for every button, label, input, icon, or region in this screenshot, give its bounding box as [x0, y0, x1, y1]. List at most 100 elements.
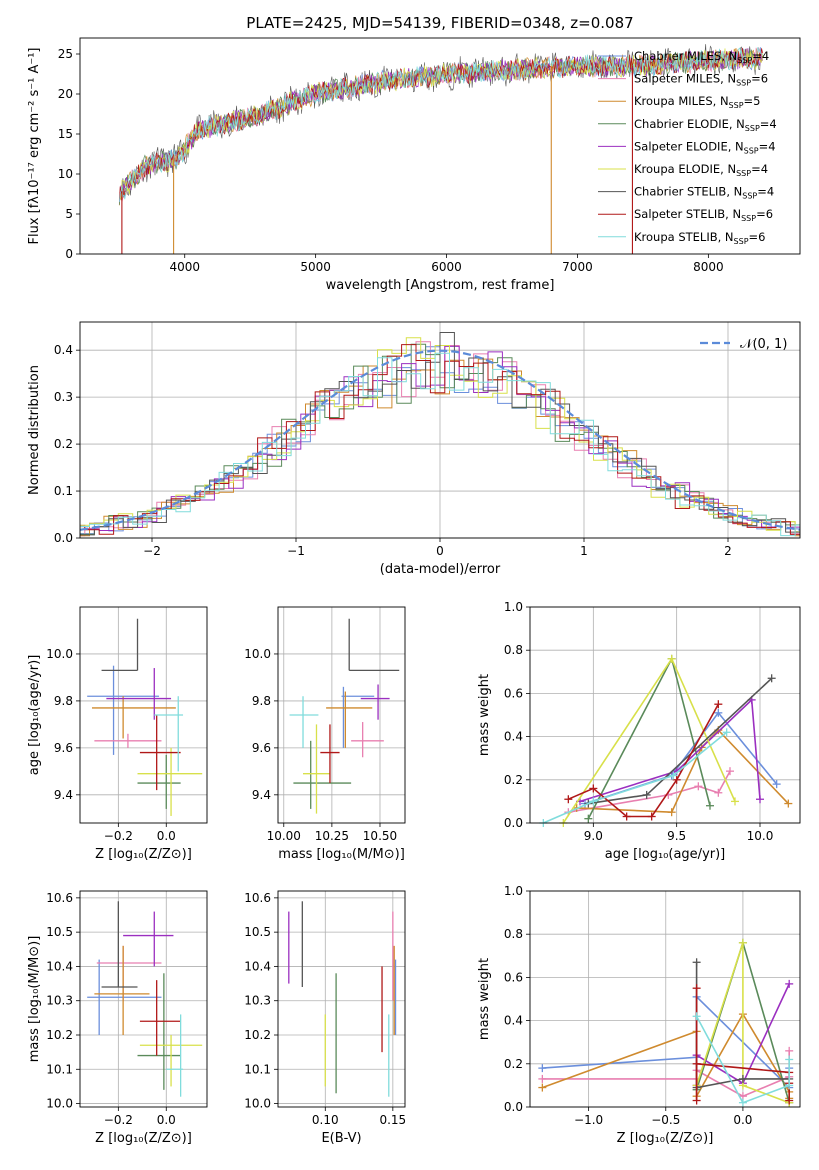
axes-frame	[529, 890, 801, 1108]
axes-frame	[79, 890, 208, 1108]
y-tick-label: 10.2	[46, 1028, 73, 1042]
y-tick-label: 10.4	[46, 959, 73, 973]
y-tick-label: 10.2	[244, 1028, 271, 1042]
axes-frame	[79, 321, 801, 539]
residual-histogram	[80, 332, 800, 537]
y-axis-label: mass weight	[477, 958, 492, 1040]
x-axis-label: age [log₁₀(age/yr)]	[605, 847, 726, 862]
mass-EBV-panel: 0.10 0.15 10.0 10.1 10.2 10.3 10.4 10.5 10.6 E(B-…	[244, 890, 406, 1146]
weight-line	[579, 698, 761, 803]
axes-frame	[79, 37, 801, 255]
y-tick-label: 0.2	[504, 1057, 523, 1071]
y-tick-label: 9.4	[252, 788, 271, 802]
residual-histogram	[80, 344, 800, 535]
weight-age-panel: 9.0 9.5 10.0 0.0 0.2 0.4 0.6 0.8 1.0 age [log₁₀(a…	[477, 600, 801, 862]
gaussian-curve	[79, 349, 801, 531]
x-axis-label: Z [log₁₀(Z/Z⊙)]	[95, 1131, 192, 1146]
figure-title: PLATE=2425, MJD=54139, FIBERID=0348, z=0…	[246, 14, 633, 32]
y-tick-label: 10.5	[244, 925, 271, 939]
weight-line	[588, 677, 773, 805]
y-tick-label: 10.6	[244, 891, 271, 905]
y-tick-label: 9.6	[54, 741, 73, 755]
x-tick-label: 4000	[169, 260, 200, 274]
y-axis-label: Normed distribution	[27, 365, 42, 495]
x-tick-label: 6000	[431, 260, 462, 274]
legend-entry: Kroupa ELODIE, NSSP=4	[634, 162, 768, 178]
x-axis-label: Z [log₁₀(Z/Z⊙)]	[617, 1131, 714, 1146]
x-tick-label: 0.10	[312, 1113, 339, 1127]
mass-Z-panel: −0.2 0.0 10.0 10.1 10.2 10.3 10.4 10.5 10.6 Z [lo…	[27, 890, 208, 1146]
weight-line	[584, 711, 778, 805]
x-tick-label: 0.0	[157, 829, 176, 843]
x-tick-label: 10.0	[747, 829, 774, 843]
age-mass-panel: 10.00 10.25 10.50 9.4 9.6 9.8 10.0 mass [log₁₀(…	[244, 606, 406, 862]
y-tick-label: 1.0	[504, 600, 523, 614]
x-tick-label: 7000	[562, 260, 593, 274]
x-tick-label: −0.2	[104, 1113, 133, 1127]
y-tick-label: 10.4	[244, 959, 271, 973]
x-tick-label: −1.0	[574, 1113, 603, 1127]
x-tick-label: 0.0	[733, 1113, 752, 1127]
y-tick-label: 0.6	[504, 686, 523, 700]
legend-entry: Kroupa STELIB, NSSP=6	[634, 230, 765, 246]
y-tick-label: 1.0	[504, 884, 523, 898]
y-tick-label: 10.1	[244, 1062, 271, 1076]
x-tick-label: −0.5	[651, 1113, 680, 1127]
y-tick-label: 0.0	[54, 531, 73, 545]
y-axis-label: age [log₁₀(age/yr)]	[27, 655, 42, 776]
axes-frame	[529, 606, 801, 824]
x-axis-label: mass [log₁₀(M/M⊙)]	[278, 847, 405, 862]
weight-line	[695, 1015, 791, 1104]
x-tick-label: 1	[580, 544, 588, 558]
y-tick-label: 9.4	[54, 788, 73, 802]
axes-frame	[277, 890, 406, 1108]
legend-entry: Chabrier MILES, NSSP=4	[634, 49, 769, 65]
spectrum-panel: 4000 5000 6000 7000 8000 0 5 10 15 20 25 wavelength…	[27, 37, 801, 293]
legend-entry: Salpeter STELIB, NSSP=6	[634, 207, 773, 223]
y-tick-label: 0.6	[504, 970, 523, 984]
y-tick-label: 0.0	[504, 1100, 523, 1114]
x-tick-label: 8000	[693, 260, 724, 274]
y-tick-label: 10.6	[46, 891, 73, 905]
legend-entry: Chabrier ELODIE, NSSP=4	[634, 117, 777, 133]
x-tick-label: 5000	[300, 260, 331, 274]
y-tick-label: 10.3	[244, 994, 271, 1008]
legend-entry: Salpeter ELODIE, NSSP=4	[634, 139, 776, 155]
x-tick-label: 0	[436, 544, 444, 558]
y-tick-label: 10.3	[46, 994, 73, 1008]
weight-line	[542, 731, 728, 824]
y-axis-label: mass [log₁₀(M/M⊙)]	[27, 936, 42, 1063]
y-axis-label: Flux [fλ10⁻¹⁷ erg cm⁻² s⁻¹ A⁻¹]	[27, 48, 42, 245]
weight-Z-panel: −1.0 −0.5 0.0 0.0 0.2 0.4 0.6 0.8 1.0 Z [log₁₀(Z/…	[477, 884, 801, 1146]
y-tick-label: 10.0	[46, 647, 73, 661]
age-Z-panel: −0.2 0.0 9.4 9.6 9.8 10.0 Z [log₁₀(Z/Z⊙)] age […	[27, 606, 208, 862]
x-tick-label: −0.2	[104, 829, 133, 843]
residual-histogram	[80, 352, 800, 537]
y-tick-label: 0.8	[504, 643, 523, 657]
y-tick-label: 0.2	[504, 773, 523, 787]
legend-entry: Chabrier STELIB, NSSP=4	[634, 185, 774, 201]
y-tick-label: 5	[65, 207, 73, 221]
y-tick-label: 20	[58, 87, 73, 101]
x-tick-label: 10.25	[315, 829, 349, 843]
y-tick-label: 10.0	[46, 1097, 73, 1111]
y-tick-label: 9.8	[252, 694, 271, 708]
y-tick-label: 9.8	[54, 694, 73, 708]
y-tick-label: 0.1	[54, 484, 73, 498]
y-tick-label: 0.2	[54, 437, 73, 451]
y-tick-label: 0.0	[504, 816, 523, 830]
y-tick-label: 0.4	[504, 730, 523, 744]
y-tick-label: 10.1	[46, 1062, 73, 1076]
x-axis-label: (data-model)/error	[380, 562, 501, 577]
x-tick-label: 9.5	[667, 829, 686, 843]
spectrum-series-line	[118, 48, 763, 203]
spectrum-series-line	[118, 47, 763, 203]
y-tick-label: 10.0	[244, 647, 271, 661]
x-axis-label: wavelength [Angstrom, rest frame]	[326, 278, 555, 293]
x-tick-label: 2	[724, 544, 732, 558]
x-axis-label: Z [log₁₀(Z/Z⊙)]	[95, 847, 192, 862]
y-tick-label: 0.3	[54, 390, 73, 404]
x-tick-label: 9.0	[584, 829, 603, 843]
x-tick-label: 0.0	[157, 1113, 176, 1127]
